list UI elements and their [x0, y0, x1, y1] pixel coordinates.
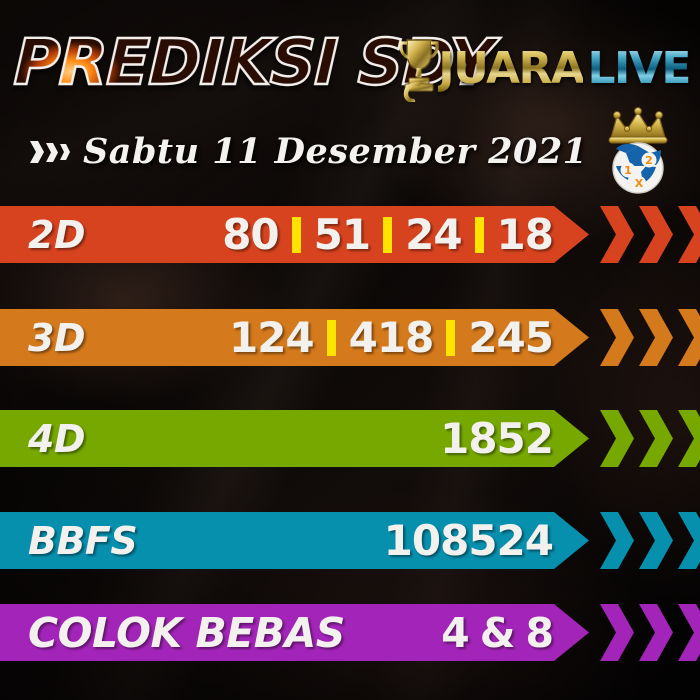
value: 245 [468, 312, 554, 362]
value: 418 [348, 312, 435, 362]
bar-3d: 3D 124 418 245 [0, 309, 589, 366]
value-separator [383, 216, 393, 253]
bar-label-2d: 2D [28, 212, 85, 257]
value-separator [446, 319, 456, 356]
row-chevrons-2d [600, 206, 700, 263]
row-chevrons-3d [600, 309, 700, 366]
brand-name-juara: JUARA [438, 43, 585, 94]
chevron-right-icon [30, 141, 44, 163]
soccer-ball-icon: 1 2 X [612, 142, 664, 194]
value: 108524 [383, 515, 554, 565]
chevron-right-icon [639, 206, 673, 263]
bar-label-bbfs: BBFS [28, 518, 138, 563]
chevron-right-icon [600, 604, 634, 661]
bar-label-3d: 3D [28, 315, 85, 360]
chevron-right-icon [678, 410, 700, 467]
row-chevrons-4d [600, 410, 700, 467]
value: 124 [228, 312, 315, 362]
value-separator [474, 216, 484, 253]
value: 8 [525, 608, 554, 657]
value: 18 [496, 209, 554, 259]
result-row-2d: 2D 80 51 24 18 [0, 206, 700, 263]
bar-colok-bebas: COLOK BEBAS 4 & 8 [0, 604, 589, 661]
date-line: Sabtu 11 Desember 2021 [30, 128, 588, 176]
date-text: Sabtu 11 Desember 2021 [83, 131, 588, 172]
value: 51 [313, 209, 371, 259]
result-row-4d: 4D 1852 [0, 410, 700, 467]
result-row-colok-bebas: COLOK BEBAS 4 & 8 [0, 604, 700, 661]
ball-mark-2: 2 [645, 154, 653, 167]
bar-values-4d: 1852 [438, 413, 555, 463]
bar-values-colok-bebas: 4 & 8 [439, 611, 555, 655]
ball-mark-1: 1 [624, 164, 632, 177]
row-chevrons-bbfs [600, 512, 700, 569]
bar-values-bbfs: 108524 [382, 515, 555, 565]
date-chevrons [30, 141, 70, 163]
chevron-right-icon [639, 410, 673, 467]
chevron-right-icon [678, 604, 700, 661]
value-separator [291, 216, 301, 253]
value: 24 [405, 209, 462, 259]
chevron-right-icon [639, 604, 673, 661]
brand-logo: JUARA LIVE [396, 33, 691, 105]
brand-name-live: LIVE [587, 43, 691, 94]
result-row-bbfs: BBFS 108524 [0, 512, 700, 569]
value-separator [326, 319, 336, 356]
bar-values-3d: 124 418 245 [227, 312, 555, 362]
bar-label-colok-bebas: COLOK BEBAS [28, 608, 345, 657]
value: 4 [441, 608, 470, 657]
value: 1852 [440, 413, 554, 463]
value: 80 [222, 209, 279, 259]
crown-icon [608, 107, 668, 144]
crown-ball-badge: 1 2 X [608, 107, 668, 194]
chevron-right-icon [678, 309, 700, 366]
value-joiner: & [479, 608, 516, 657]
chevron-right-icon [600, 512, 634, 569]
chevron-right-icon [639, 309, 673, 366]
chevron-right-icon [600, 410, 634, 467]
chevron-right-icon [600, 309, 634, 366]
bar-4d: 4D 1852 [0, 410, 589, 467]
row-chevrons-colok-bebas [600, 604, 700, 661]
chevron-right-icon [60, 144, 70, 160]
result-row-3d: 3D 124 418 245 [0, 309, 700, 366]
chevron-right-icon [678, 512, 700, 569]
bar-label-4d: 4D [28, 416, 85, 461]
chevron-right-icon [639, 512, 673, 569]
chevron-right-icon [678, 206, 700, 263]
chevron-right-icon [46, 142, 58, 162]
bar-bbfs: BBFS 108524 [0, 512, 589, 569]
ball-mark-x: X [635, 177, 644, 190]
chevron-right-icon [600, 206, 634, 263]
trophy-icon [399, 39, 439, 102]
bar-values-2d: 80 51 24 18 [220, 209, 555, 259]
poster-header: PREDIKSI SDY JUARA LIVE [0, 0, 700, 200]
bar-2d: 2D 80 51 24 18 [0, 206, 589, 263]
